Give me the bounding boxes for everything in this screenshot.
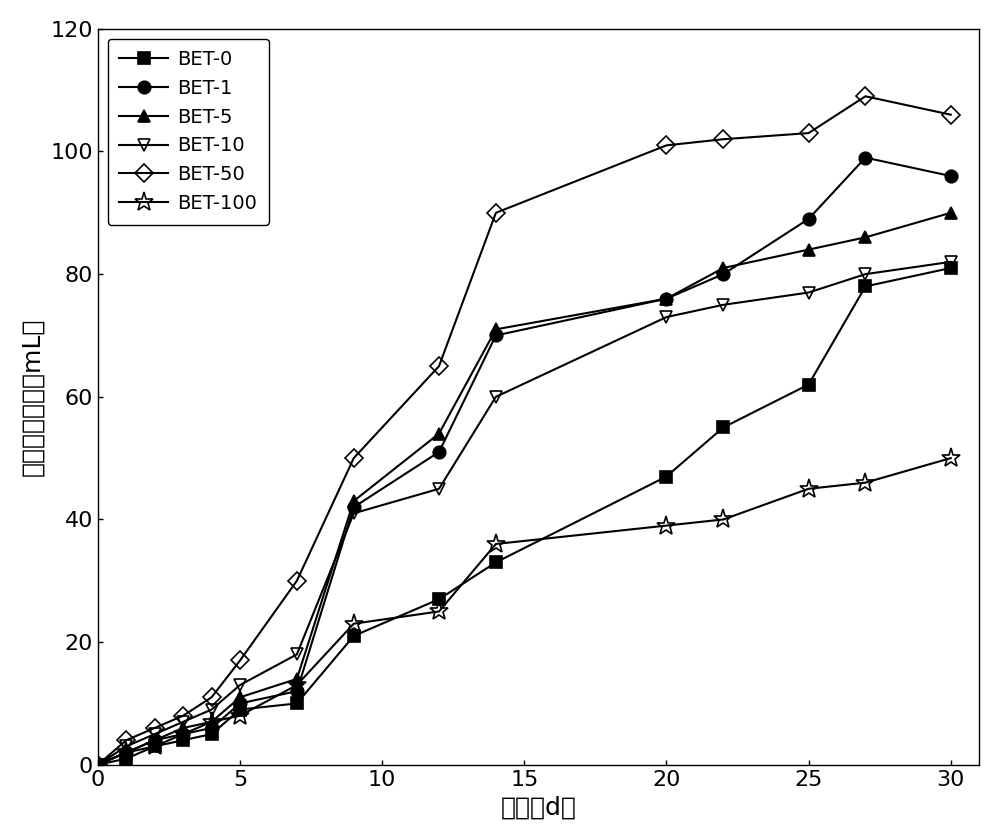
BET-0 <box>149 742 161 752</box>
BET-50 <box>149 723 161 733</box>
BET-10 <box>859 269 871 279</box>
BET-50 <box>348 453 360 463</box>
BET-5 <box>490 324 502 334</box>
BET-1 <box>490 330 502 340</box>
BET-100 <box>490 539 502 549</box>
Legend: BET-0, BET-1, BET-5, BET-10, BET-50, BET-100: BET-0, BET-1, BET-5, BET-10, BET-50, BET… <box>108 39 269 224</box>
Line: BET-5: BET-5 <box>92 207 957 771</box>
BET-50 <box>177 711 189 721</box>
BET-10 <box>660 312 672 322</box>
BET-1 <box>945 171 957 181</box>
BET-5 <box>206 717 218 727</box>
BET-100 <box>291 680 303 690</box>
BET-0 <box>92 759 104 769</box>
BET-10 <box>177 717 189 727</box>
BET-1 <box>859 153 871 163</box>
BET-5 <box>945 207 957 218</box>
BET-50 <box>490 207 502 218</box>
BET-1 <box>92 759 104 769</box>
BET-10 <box>291 649 303 659</box>
BET-50 <box>945 110 957 120</box>
Line: BET-1: BET-1 <box>92 151 957 771</box>
BET-0 <box>945 263 957 273</box>
BET-5 <box>234 692 246 702</box>
BET-100 <box>177 729 189 739</box>
BET-0 <box>120 753 132 764</box>
BET-10 <box>945 257 957 267</box>
BET-100 <box>234 711 246 721</box>
BET-10 <box>120 742 132 752</box>
Line: BET-100: BET-100 <box>88 449 960 774</box>
BET-50 <box>803 128 815 138</box>
BET-100 <box>660 521 672 531</box>
BET-50 <box>206 692 218 702</box>
BET-0 <box>177 735 189 745</box>
BET-0 <box>433 594 445 604</box>
BET-50 <box>859 92 871 102</box>
BET-1 <box>348 502 360 512</box>
BET-50 <box>234 655 246 665</box>
X-axis label: 时间（d）: 时间（d） <box>501 795 576 819</box>
BET-10 <box>234 680 246 690</box>
BET-0 <box>206 729 218 739</box>
BET-50 <box>717 134 729 144</box>
BET-1 <box>120 748 132 758</box>
BET-50 <box>92 759 104 769</box>
BET-1 <box>206 723 218 733</box>
BET-100 <box>92 759 104 769</box>
BET-100 <box>120 748 132 758</box>
BET-10 <box>717 300 729 310</box>
Line: BET-0: BET-0 <box>92 262 957 771</box>
BET-0 <box>490 557 502 567</box>
BET-10 <box>433 484 445 494</box>
Line: BET-50: BET-50 <box>92 90 957 771</box>
BET-1 <box>717 269 729 279</box>
BET-100 <box>803 484 815 494</box>
BET-0 <box>660 471 672 481</box>
BET-10 <box>149 729 161 739</box>
BET-5 <box>859 233 871 243</box>
BET-1 <box>177 729 189 739</box>
BET-100 <box>149 742 161 752</box>
BET-0 <box>859 281 871 291</box>
Y-axis label: 甲烷累积产量（mL）: 甲烷累积产量（mL） <box>21 318 45 476</box>
BET-0 <box>291 698 303 708</box>
BET-100 <box>945 453 957 463</box>
BET-0 <box>717 423 729 433</box>
Line: BET-10: BET-10 <box>92 255 957 771</box>
BET-10 <box>92 759 104 769</box>
BET-100 <box>206 717 218 727</box>
BET-100 <box>717 514 729 524</box>
BET-5 <box>149 735 161 745</box>
BET-10 <box>490 391 502 402</box>
BET-100 <box>859 478 871 488</box>
BET-0 <box>234 705 246 715</box>
BET-1 <box>433 447 445 457</box>
BET-0 <box>803 380 815 390</box>
BET-1 <box>234 698 246 708</box>
BET-5 <box>291 674 303 684</box>
BET-5 <box>177 723 189 733</box>
BET-1 <box>660 294 672 304</box>
BET-10 <box>348 508 360 518</box>
BET-100 <box>348 618 360 628</box>
BET-0 <box>348 631 360 641</box>
BET-50 <box>291 575 303 585</box>
BET-100 <box>433 606 445 617</box>
BET-50 <box>660 140 672 150</box>
BET-5 <box>348 496 360 506</box>
BET-5 <box>92 759 104 769</box>
BET-5 <box>660 294 672 304</box>
BET-5 <box>433 428 445 438</box>
BET-5 <box>120 748 132 758</box>
BET-1 <box>291 686 303 696</box>
BET-50 <box>120 735 132 745</box>
BET-1 <box>803 214 815 224</box>
BET-10 <box>206 705 218 715</box>
BET-1 <box>149 735 161 745</box>
BET-5 <box>717 263 729 273</box>
BET-50 <box>433 361 445 371</box>
BET-10 <box>803 287 815 297</box>
BET-5 <box>803 244 815 255</box>
